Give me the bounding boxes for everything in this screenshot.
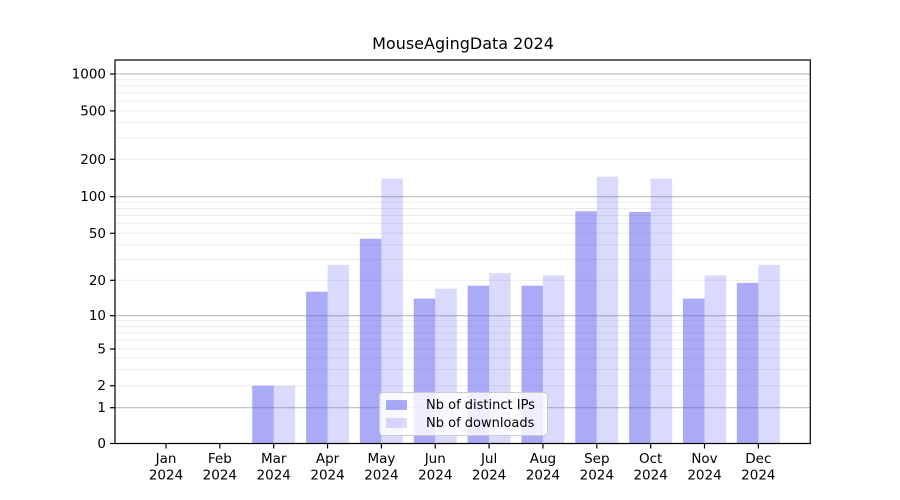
y-tick-label: 20: [89, 273, 106, 289]
x-tick-label-month: Oct: [639, 451, 662, 467]
x-tick-label-month: Feb: [208, 451, 232, 467]
bar-downloads-sep: [596, 176, 619, 444]
x-tick-label-month: Dec: [745, 451, 771, 467]
legend-row-downloads: Nb of downloads: [386, 416, 547, 431]
y-tick-label: 5: [97, 342, 106, 358]
y-tick-label: 50: [89, 226, 106, 242]
y-tick-label: 1000: [72, 67, 106, 83]
x-tick-label-month: Aug: [530, 451, 556, 467]
x-tick-label-year: 2024: [741, 468, 775, 484]
x-tick-label-year: 2024: [687, 468, 721, 484]
legend-row-distinct-ips: Nb of distinct IPs: [386, 398, 547, 413]
bar-distinct-ips-mar: [252, 385, 274, 444]
bar-distinct-ips-oct: [629, 211, 651, 444]
legend-label-downloads: Nb of downloads: [426, 415, 535, 431]
x-tick-label-month: Apr: [316, 451, 340, 467]
x-tick-label-year: 2024: [257, 468, 291, 484]
x-tick-label-month: Jan: [155, 451, 177, 467]
bar-distinct-ips-apr: [306, 291, 328, 444]
bar-downloads-dec: [758, 264, 780, 444]
y-tick-label: 100: [80, 189, 106, 205]
x-tick-label-month: Jul: [480, 451, 497, 467]
bar-distinct-ips-sep: [575, 211, 597, 444]
bar-downloads-mar: [273, 385, 296, 444]
x-tick-label-month: Nov: [691, 451, 717, 467]
x-tick-label-month: Jun: [424, 451, 446, 467]
bar-downloads-may: [381, 178, 403, 444]
x-tick-label-month: Mar: [261, 451, 287, 467]
chart-title: MouseAgingData 2024: [372, 34, 554, 53]
x-tick-label-year: 2024: [149, 468, 183, 484]
bar-distinct-ips-dec: [736, 282, 759, 444]
x-tick-label-year: 2024: [364, 468, 398, 484]
bar-downloads-aug: [542, 275, 565, 444]
x-tick-label-month: May: [367, 451, 395, 467]
y-tick-label: 0: [97, 436, 106, 452]
bar-downloads-oct: [650, 178, 673, 444]
x-tick-label-month: Sep: [584, 451, 609, 467]
x-tick-label-year: 2024: [203, 468, 237, 484]
x-tick-label-year: 2024: [418, 468, 452, 484]
legend-swatch-downloads: [386, 417, 407, 429]
x-tick-label-year: 2024: [580, 468, 614, 484]
y-tick-label: 200: [80, 152, 106, 168]
bar-distinct-ips-may: [359, 238, 382, 444]
axes-frame: [114, 59, 811, 445]
y-tick-label: 1: [97, 400, 106, 416]
x-tick-label-year: 2024: [472, 468, 506, 484]
legend-swatch-distinct-ips: [386, 399, 407, 411]
y-tick-label: 10: [89, 308, 106, 324]
bar-downloads-nov: [704, 275, 726, 444]
y-tick-label: 500: [80, 103, 106, 119]
bar-downloads-apr: [327, 264, 350, 444]
legend: Nb of distinct IPs Nb of downloads: [379, 392, 548, 436]
x-tick-label-year: 2024: [633, 468, 667, 484]
x-tick-label-year: 2024: [310, 468, 344, 484]
y-tick-label: 2: [97, 378, 106, 394]
legend-label-distinct-ips: Nb of distinct IPs: [426, 397, 535, 413]
bar-distinct-ips-nov: [683, 298, 705, 444]
x-tick-label-year: 2024: [526, 468, 560, 484]
